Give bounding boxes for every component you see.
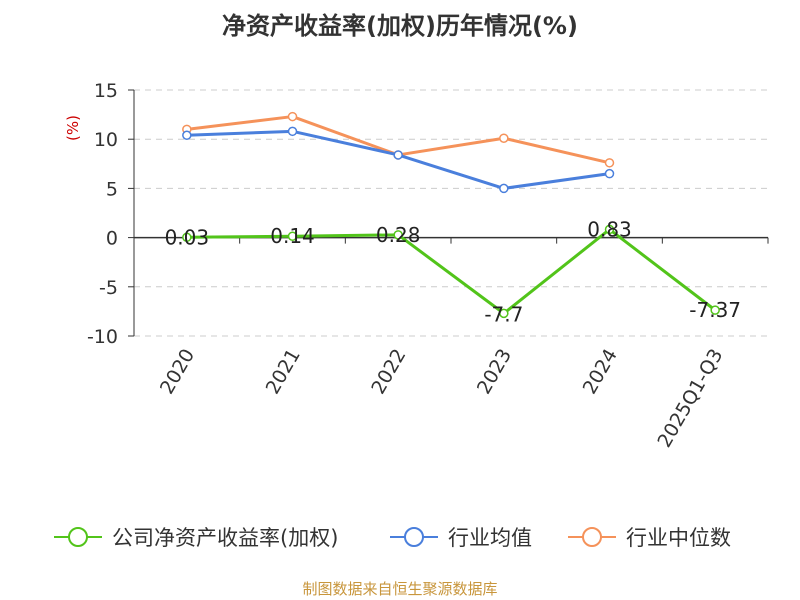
data-point — [499, 308, 509, 319]
data-point — [393, 150, 403, 160]
y-tick-label: -10 — [87, 326, 118, 348]
y-tick-label: 5 — [106, 178, 118, 200]
x-tick-label: 2025Q1-Q3 — [653, 345, 727, 451]
data-point — [604, 168, 615, 179]
data-label: 0.83 — [587, 217, 632, 241]
series-line — [186, 129, 610, 190]
y-tick-label: 10 — [94, 129, 118, 151]
data-point — [182, 130, 192, 141]
x-tick-label: 2020 — [156, 345, 199, 398]
data-point — [393, 230, 403, 240]
data-source-note: 制图数据来自恒生聚源数据库 — [302, 580, 498, 598]
data-point — [287, 111, 298, 122]
legend-marker — [68, 527, 88, 547]
data-label: -7.37 — [689, 298, 741, 322]
legend-label: 行业均值 — [448, 526, 532, 550]
y-tick-label: 0 — [106, 228, 118, 250]
legend-marker — [582, 527, 602, 547]
series-line — [186, 227, 717, 315]
data-point — [287, 126, 298, 137]
data-point — [499, 133, 509, 143]
chart-title: 净资产收益率(加权)历年情况(%) — [222, 12, 578, 40]
x-tick-label: 2022 — [367, 345, 410, 398]
x-tick-label: 2024 — [579, 345, 622, 398]
data-label: 0.03 — [165, 225, 210, 249]
legend-label: 行业中位数 — [626, 526, 731, 550]
x-tick-label: 2021 — [262, 345, 305, 398]
data-point — [287, 231, 298, 241]
y-tick-label: -5 — [99, 277, 118, 299]
data-label: 0.28 — [376, 223, 421, 247]
data-label: -7.7 — [484, 302, 523, 326]
x-tick-label: 2023 — [473, 345, 516, 398]
data-point — [604, 224, 615, 235]
data-label: 0.14 — [270, 224, 315, 248]
data-point — [182, 232, 192, 243]
y-axis-unit-label: (%) — [64, 115, 82, 141]
data-point — [604, 158, 615, 168]
data-point — [710, 305, 720, 315]
legend-marker — [404, 527, 424, 547]
y-tick-label: 15 — [94, 80, 118, 102]
data-point — [499, 183, 509, 194]
legend-label: 公司净资产收益率(加权) — [112, 526, 338, 550]
